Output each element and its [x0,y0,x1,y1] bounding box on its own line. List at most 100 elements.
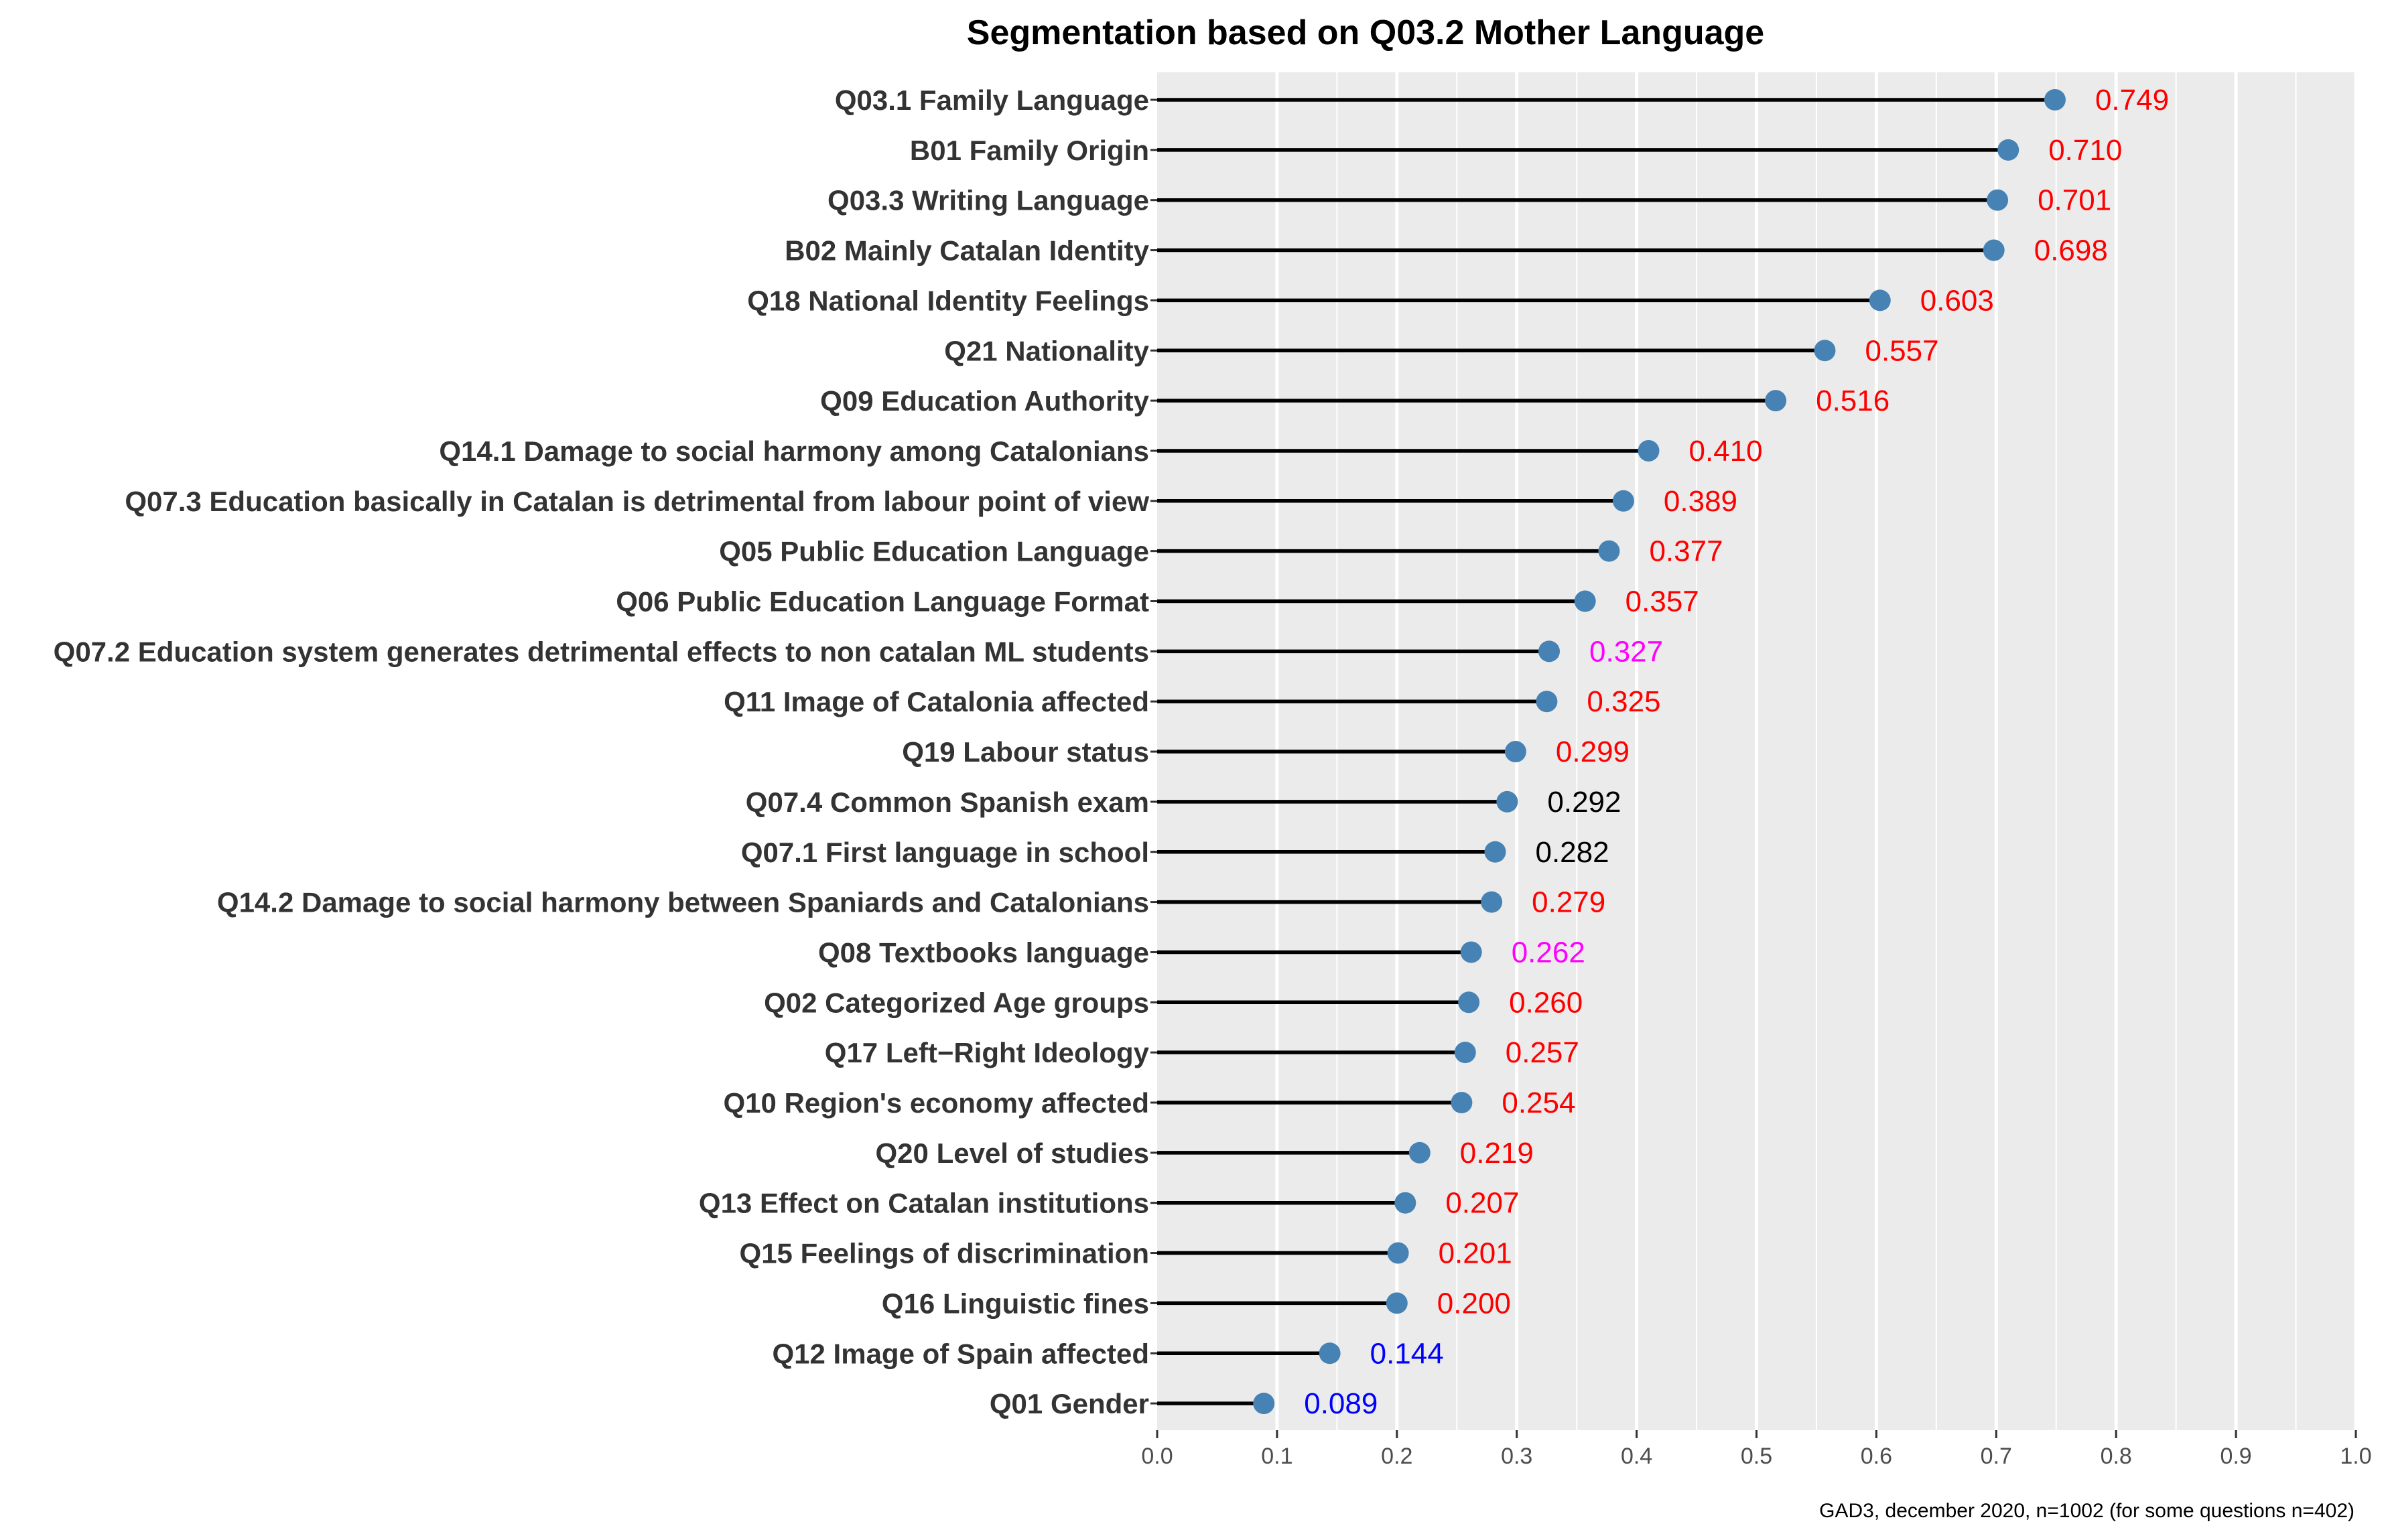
category-label: Q21 Nationality [944,335,1149,366]
data-point [2044,89,2066,111]
category-label: Q14.1 Damage to social harmony among Cat… [439,435,1149,467]
data-point [1987,189,2009,211]
x-tick-label: 0.8 [2101,1444,2132,1469]
data-point [1536,691,1558,713]
category-label: Q10 Region's economy affected [724,1087,1150,1119]
data-point [1574,590,1596,612]
data-point [1394,1192,1416,1214]
category-label: Q07.1 First language in school [741,837,1149,868]
category-label: Q07.2 Education system generates detrime… [54,636,1149,667]
data-label: 0.299 [1556,736,1630,768]
category-label: Q13 Effect on Catalan institutions [699,1188,1149,1219]
category-label: Q07.4 Common Spanish exam [746,786,1149,818]
x-tick-label: 0.2 [1381,1444,1412,1469]
x-axis: 0.0 0.1 0.2 0.3 0.4 0.5 0.6 0.7 0.8 0.9 1.0 [1141,1430,2372,1469]
data-point [1484,841,1506,863]
data-label: 0.603 [1920,284,1994,317]
x-tick-label: 0.0 [1141,1444,1173,1469]
category-label: Q11 Image of Catalonia affected [724,686,1149,717]
chart-title: Segmentation based on Q03.2 Mother Langu… [967,13,1764,52]
category-label: Q01 Gender [990,1388,1149,1419]
data-label: 0.357 [1626,585,1699,618]
category-label: Q19 Labour status [902,736,1149,768]
data-label: 0.557 [1865,334,1938,367]
category-label: Q20 Level of studies [876,1137,1149,1169]
data-point [1458,991,1480,1013]
data-label: 0.410 [1688,435,1762,468]
data-label: 0.698 [2034,234,2108,267]
data-label: 0.377 [1649,535,1723,568]
x-tick-label: 0.7 [1981,1444,2012,1469]
data-point [1504,741,1526,763]
category-label: B02 Mainly Catalan Identity [785,235,1149,267]
data-point [1765,390,1787,412]
data-label: 0.701 [2038,184,2111,217]
x-tick-label: 0.9 [2220,1444,2251,1469]
data-label: 0.262 [1512,936,1585,969]
data-point [1454,1042,1476,1064]
data-point [1997,139,2019,161]
data-label: 0.749 [2095,84,2169,117]
data-point [1387,1242,1409,1264]
data-label: 0.219 [1460,1137,1534,1170]
data-point [1814,340,1836,362]
stems [1157,98,2055,1405]
data-point [1408,1141,1431,1164]
data-point [1496,790,1518,813]
x-tick-label: 1.0 [2340,1444,2371,1469]
x-tick-label: 0.3 [1501,1444,1532,1469]
data-point [1983,239,2005,261]
data-point [1538,640,1561,662]
data-point [1319,1342,1341,1364]
x-tick-label: 0.1 [1261,1444,1292,1469]
data-label: 0.254 [1502,1087,1575,1119]
data-point [1869,289,1891,311]
category-label: Q18 National Identity Feelings [747,285,1149,316]
data-point [1638,439,1660,462]
category-label: Q12 Image of Spain affected [773,1338,1150,1369]
data-label: 0.292 [1547,786,1621,819]
x-tick-label: 0.6 [1861,1444,1892,1469]
data-label: 0.279 [1532,886,1605,919]
data-label: 0.207 [1445,1187,1519,1220]
data-point [1253,1393,1275,1415]
category-label: Q05 Public Education Language [719,536,1149,567]
category-label: Q06 Public Education Language Format [616,586,1149,618]
category-label: Q03.1 Family Language [835,84,1149,116]
data-point [1460,941,1482,963]
data-point [1598,540,1620,562]
value-labels: 0.749 0.710 0.701 0.698 0.603 0.557 0.516 0.410… [1304,84,2169,1420]
points [1253,89,2066,1415]
category-label: Q17 Left−Right Ideology [825,1037,1150,1068]
data-label: 0.389 [1664,485,1737,518]
data-label: 0.200 [1437,1287,1511,1320]
data-label: 0.327 [1589,635,1663,668]
data-point [1451,1092,1473,1113]
category-label: Q14.2 Damage to social harmony between S… [217,887,1149,918]
category-label: Q03.3 Writing Language [827,185,1149,216]
data-label: 0.325 [1587,685,1660,718]
data-label: 0.144 [1370,1337,1444,1370]
category-label: Q07.3 Education basically in Catalan is … [125,486,1149,517]
category-label: Q09 Education Authority [820,385,1149,417]
data-point [1612,490,1634,512]
data-label: 0.089 [1304,1387,1378,1420]
category-label: Q16 Linguistic fines [882,1287,1149,1319]
category-label: Q02 Categorized Age groups [764,987,1149,1018]
data-label: 0.710 [2048,134,2122,167]
data-point [1386,1292,1408,1314]
category-labels: Q03.1 Family Language B01 Family Origin Q0… [54,84,1157,1419]
data-label: 0.257 [1506,1036,1579,1069]
data-label: 0.260 [1509,986,1583,1019]
data-label: 0.282 [1535,836,1609,869]
data-point [1481,891,1503,913]
x-tick-label: 0.4 [1621,1444,1652,1469]
category-label: Q15 Feelings of discrimination [740,1238,1149,1269]
data-label: 0.201 [1439,1237,1512,1270]
data-label: 0.516 [1816,384,1889,417]
category-label: B01 Family Origin [910,135,1149,166]
x-tick-label: 0.5 [1741,1444,1772,1469]
chart-caption: GAD3, december 2020, n=1002 (for some qu… [1819,1500,2354,1522]
